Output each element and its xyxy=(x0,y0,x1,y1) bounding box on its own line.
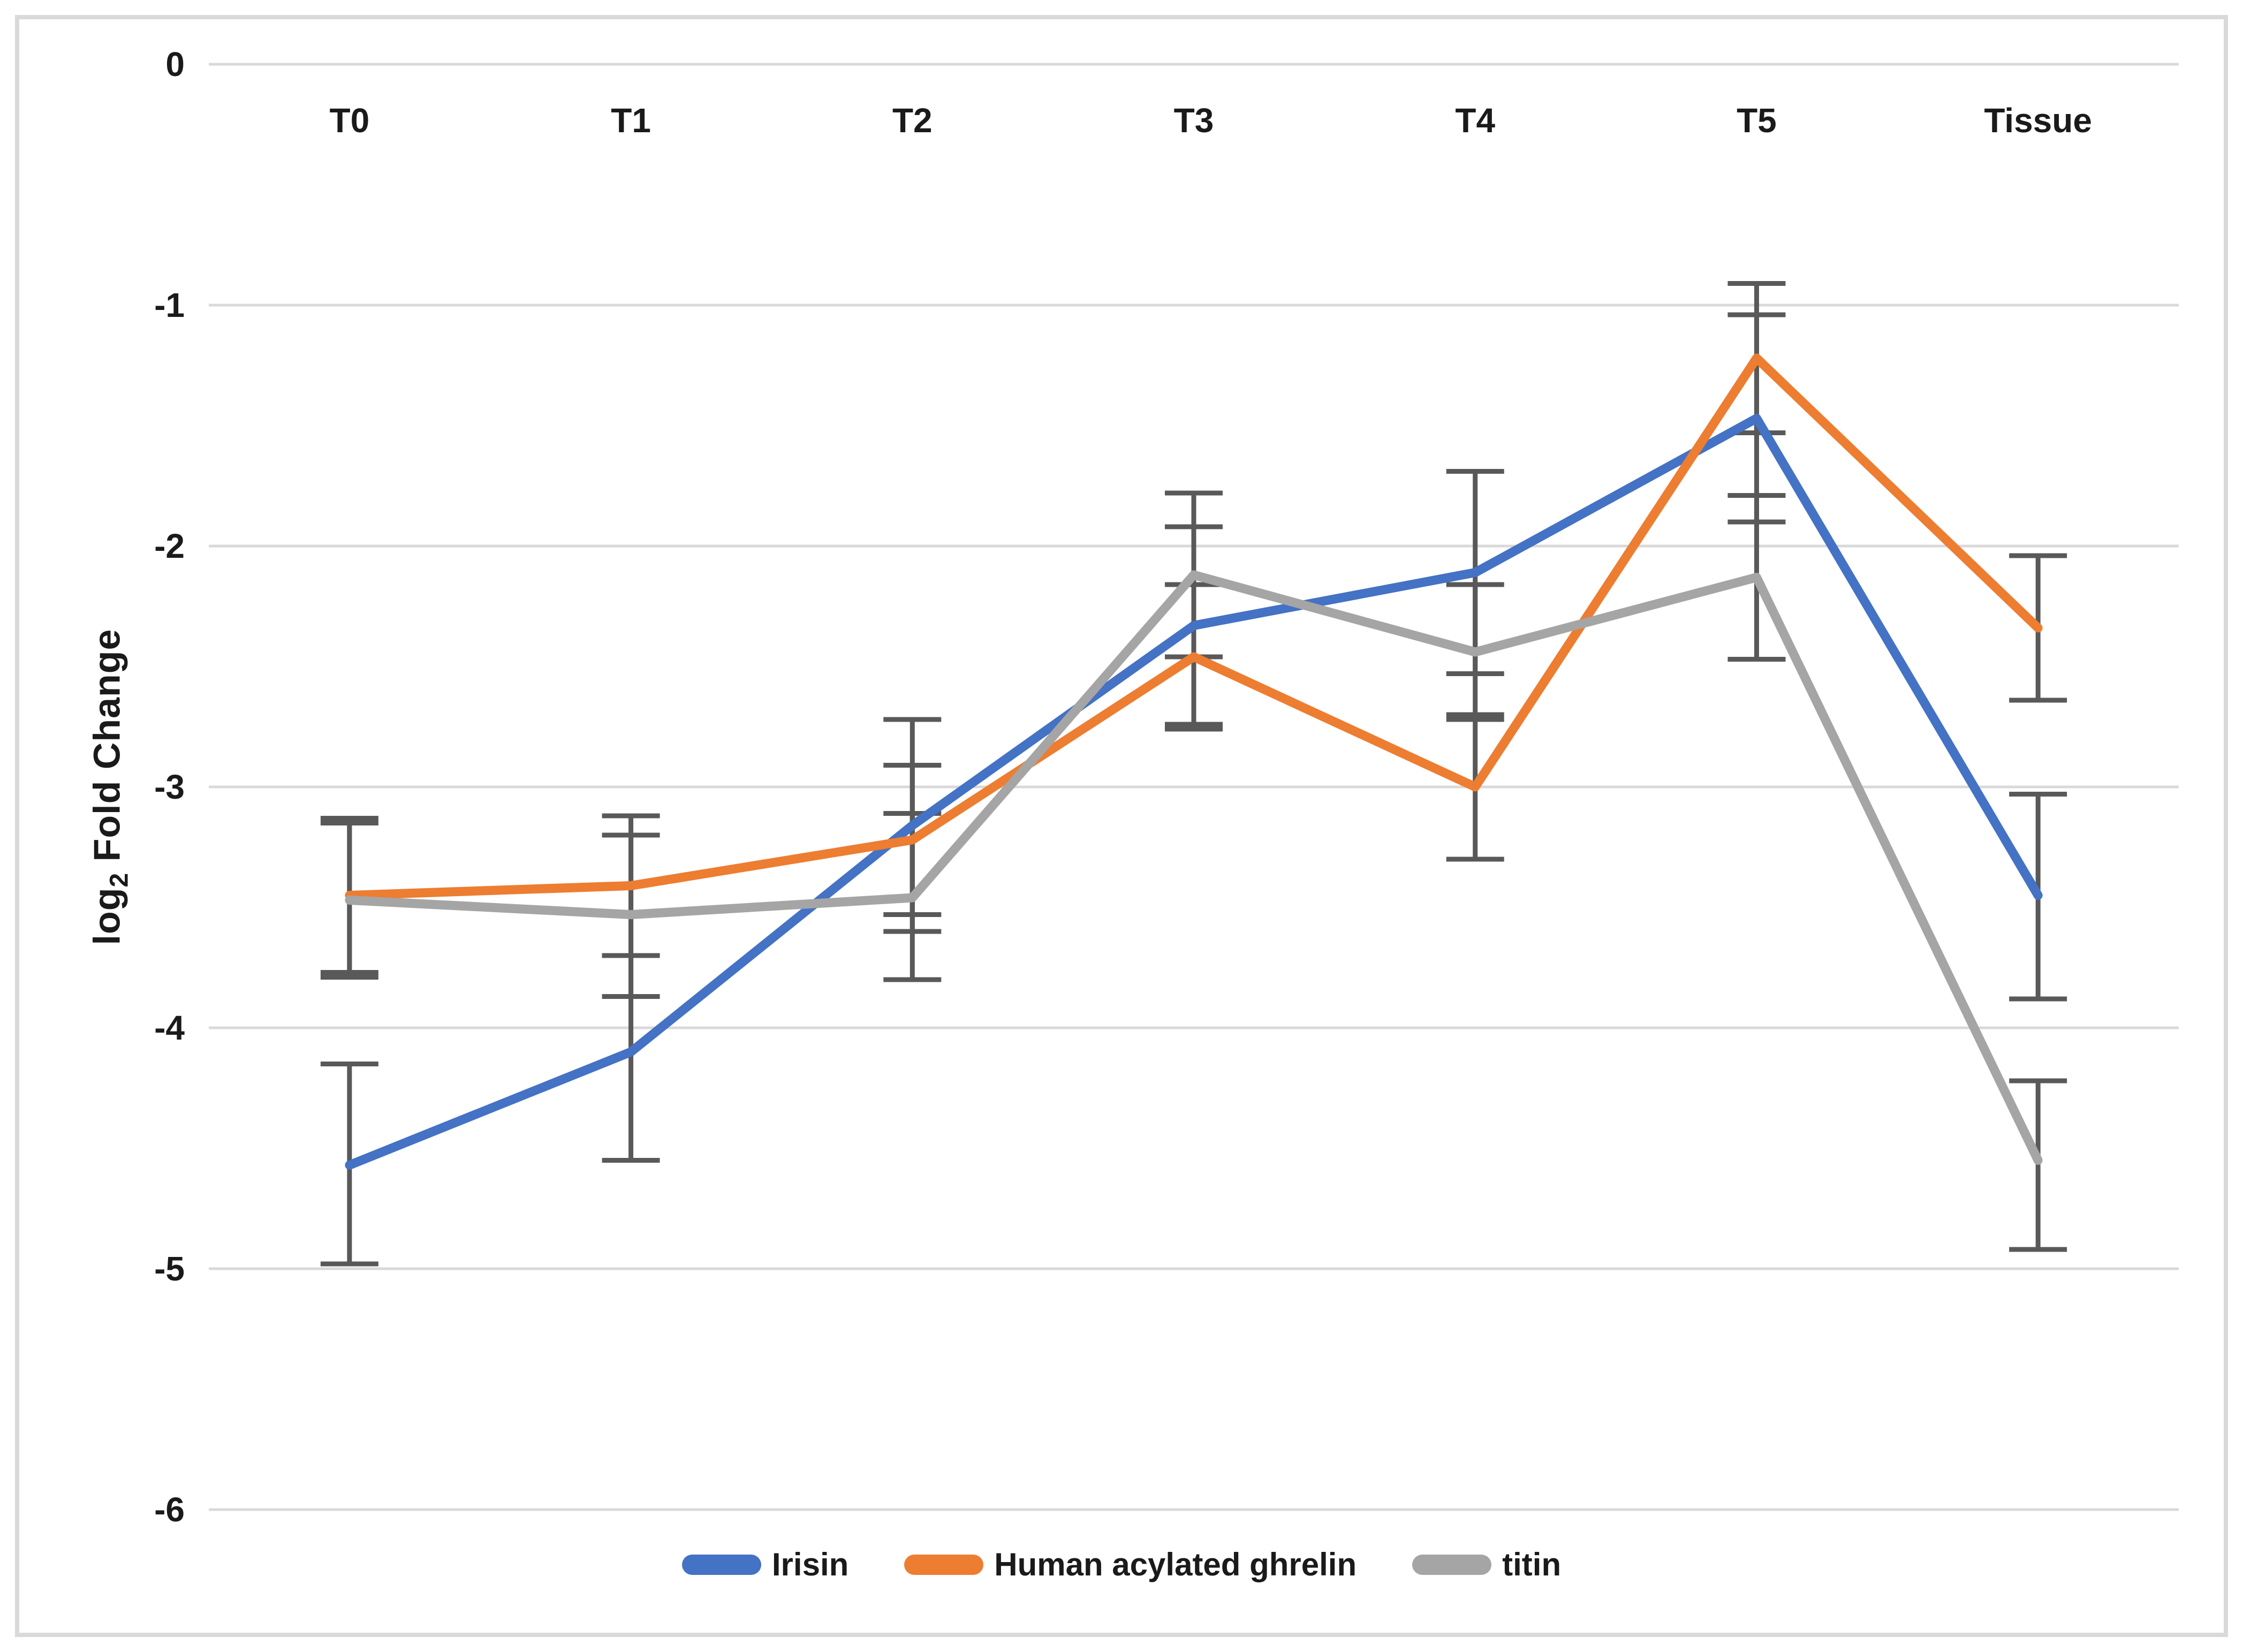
x-category-label: T5 xyxy=(1737,101,1777,140)
y-tick-label: -5 xyxy=(154,1249,185,1288)
y-axis-title: log2 Fold Change xyxy=(86,629,134,945)
legend-label: Human acylated ghrelin xyxy=(994,1547,1357,1582)
legend-label: titin xyxy=(1502,1547,1562,1582)
x-category-label: T1 xyxy=(611,101,651,140)
y-axis-title-log: log xyxy=(86,887,128,945)
x-category-label: T4 xyxy=(1455,101,1495,140)
legend-swatch xyxy=(1412,1554,1492,1575)
y-tick-label: -4 xyxy=(154,1009,185,1047)
legend: Irisin Human acylated ghrelin titin xyxy=(0,1546,2243,1583)
y-axis-title-subscript: 2 xyxy=(105,872,134,888)
x-category-label: Tissue xyxy=(1984,101,2092,140)
legend-swatch xyxy=(904,1554,984,1575)
y-tick-label: -1 xyxy=(154,286,185,324)
chart-frame xyxy=(15,15,2228,1637)
legend-item: titin xyxy=(1412,1546,1561,1583)
legend-item: Human acylated ghrelin xyxy=(904,1546,1357,1583)
x-category-label: T2 xyxy=(892,101,933,140)
series-line-irisin xyxy=(345,414,2043,1170)
y-axis-title-rest: Fold Change xyxy=(86,628,128,873)
legend-item: Irisin xyxy=(681,1546,849,1583)
series-line-human-acylated-ghrelin xyxy=(345,353,2043,900)
y-tick-label: 0 xyxy=(165,45,185,84)
y-tick-label: -3 xyxy=(154,768,185,806)
series-line-titin xyxy=(345,570,2043,1165)
x-category-label: T0 xyxy=(330,101,370,140)
legend-swatch xyxy=(681,1554,761,1575)
x-category-label: T3 xyxy=(1174,101,1214,140)
y-tick-label: -6 xyxy=(154,1490,185,1529)
legend-label: Irisin xyxy=(771,1547,849,1582)
y-tick-label: -2 xyxy=(154,527,185,565)
